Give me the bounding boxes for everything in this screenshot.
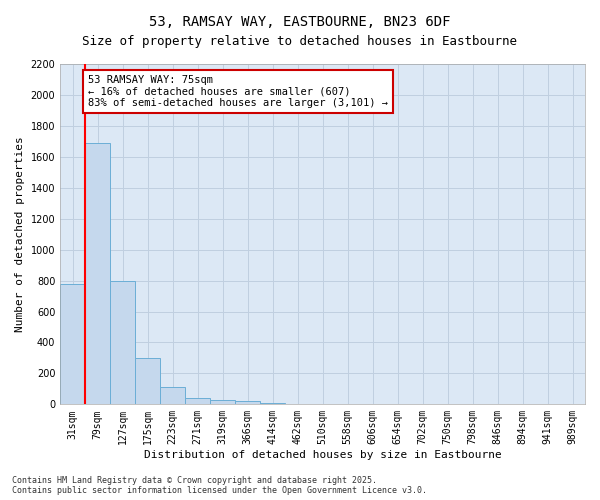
Bar — [60, 284, 85, 405]
Bar — [85, 143, 110, 405]
Bar — [235, 401, 260, 404]
Bar — [110, 280, 135, 404]
Text: 53, RAMSAY WAY, EASTBOURNE, BN23 6DF: 53, RAMSAY WAY, EASTBOURNE, BN23 6DF — [149, 15, 451, 29]
Bar — [260, 403, 285, 404]
Text: 53 RAMSAY WAY: 75sqm
← 16% of detached houses are smaller (607)
83% of semi-deta: 53 RAMSAY WAY: 75sqm ← 16% of detached h… — [88, 75, 388, 108]
Bar — [185, 398, 210, 404]
Bar — [135, 358, 160, 405]
Bar — [210, 400, 235, 404]
Bar — [160, 388, 185, 404]
Text: Contains HM Land Registry data © Crown copyright and database right 2025.
Contai: Contains HM Land Registry data © Crown c… — [12, 476, 427, 495]
Y-axis label: Number of detached properties: Number of detached properties — [15, 136, 25, 332]
X-axis label: Distribution of detached houses by size in Eastbourne: Distribution of detached houses by size … — [144, 450, 502, 460]
Text: Size of property relative to detached houses in Eastbourne: Size of property relative to detached ho… — [83, 35, 517, 48]
